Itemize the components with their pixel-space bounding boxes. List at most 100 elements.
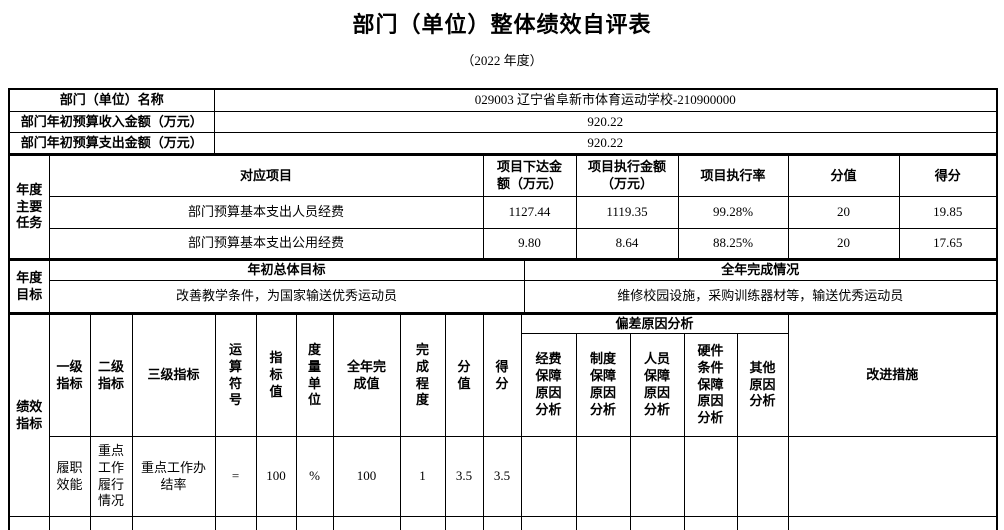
col-header-unit: 度量单位 xyxy=(295,313,334,437)
table-row: 部门年初预算支出金额（万元） 920.22 xyxy=(8,132,998,155)
col-header-target-value-text: 指标值 xyxy=(269,350,283,399)
col-header-degree-text: 完成程度 xyxy=(415,341,429,408)
col-header-allocated-text: 项目下达金额（万元） xyxy=(496,159,562,191)
col-header-executed-text: 项目执行金额（万元） xyxy=(587,159,666,191)
empty-cell xyxy=(736,516,789,530)
empty-cell xyxy=(131,516,216,530)
col-header-points-text: 分值 xyxy=(457,358,471,391)
col-header-level3: 三级指标 xyxy=(131,313,216,437)
indicators-section-label-text: 绩效指标 xyxy=(16,398,43,431)
task-score: 19.85 xyxy=(898,196,998,229)
empty-cell xyxy=(332,516,401,530)
col-header-allocated: 项目下达金额（万元） xyxy=(482,154,577,197)
col-header-points: 分值 xyxy=(444,313,484,437)
col-header-funding: 经费保障原因分析 xyxy=(520,333,577,437)
deviation-group-header: 偏差原因分析 xyxy=(520,313,789,334)
indicator-other-analysis xyxy=(736,436,789,517)
indicators-table: 绩效指标 一级指标 二级指标 三级指标 运算符号 指标值 度量单位 xyxy=(8,313,999,530)
indicator-degree: 1 xyxy=(399,436,446,517)
table-row: 部门年初预算收入金额（万元） 920.22 xyxy=(8,111,998,133)
task-executed: 1119.35 xyxy=(575,196,679,229)
tasks-table: 年度主要任务 对应项目 项目下达金额（万元） 项目执行金额（万元） 项目执行率 … xyxy=(8,154,998,260)
indicator-row: 履职效能 重点工作履行情况 重点工作办结率 = 100 % 100 1 3.5 … xyxy=(9,436,998,517)
budget-outcome-value: 920.22 xyxy=(213,132,998,155)
col-header-points: 分值 xyxy=(787,154,900,197)
empty-cell xyxy=(444,516,484,530)
col-header-project: 对应项目 xyxy=(48,154,484,197)
indicator-hardware-analysis xyxy=(683,436,738,517)
page-title: 部门（单位）整体绩效自评表 xyxy=(352,12,652,37)
col-header-annual-value-text: 全年完成值 xyxy=(346,358,386,391)
task-score: 17.65 xyxy=(898,228,998,260)
col-header-completion: 全年完成情况 xyxy=(523,259,998,281)
indicator-level2-text: 重点工作履行情况 xyxy=(97,442,124,509)
budget-outcome-label: 部门年初预算支出金额（万元） xyxy=(8,132,215,155)
col-header-operator-text: 运算符号 xyxy=(228,341,242,408)
col-header-executed: 项目执行金额（万元） xyxy=(575,154,679,197)
col-header-funding-text: 经费保障原因分析 xyxy=(535,351,562,417)
col-header-staff: 人员保障原因分析 xyxy=(629,333,685,437)
empty-cell xyxy=(255,516,297,530)
col-header-score-text: 得分 xyxy=(495,358,509,391)
task-project: 部门预算基本支出公用经费 xyxy=(48,228,484,260)
task-rate: 88.25% xyxy=(677,228,789,260)
evaluation-table: 部门（单位）名称 029003 辽宁省阜新市体育运动学校-210900000 部… xyxy=(8,88,999,530)
budget-income-value: 920.22 xyxy=(213,111,998,133)
indicator-score: 3.5 xyxy=(482,436,522,517)
indicator-staff-analysis xyxy=(629,436,685,517)
tasks-section-label: 年度主要任务 xyxy=(8,154,50,260)
task-allocated: 1127.44 xyxy=(482,196,577,229)
indicator-level2: 重点工作履行情况 xyxy=(89,436,133,517)
empty-cell xyxy=(8,516,50,530)
page-subtitle: （2022 年度） xyxy=(461,53,543,68)
table-row: 改善教学条件，为国家输送优秀运动员 维修校园设施，采购训练器材等，输送优秀运动员 xyxy=(9,280,998,314)
empty-cell xyxy=(48,516,91,530)
empty-cell xyxy=(683,516,738,530)
empty-cell xyxy=(399,516,446,530)
empty-cell xyxy=(482,516,522,530)
indicator-level1: 履职效能 xyxy=(48,436,91,517)
task-row: 部门预算基本支出人员经费 1127.44 1119.35 99.28% 20 1… xyxy=(9,196,998,229)
table-row: 部门（单位）名称 029003 辽宁省阜新市体育运动学校-210900000 xyxy=(8,88,998,112)
empty-cell xyxy=(89,516,133,530)
indicator-points: 3.5 xyxy=(444,436,484,517)
table-row: 绩效指标 一级指标 二级指标 三级指标 运算符号 指标值 度量单位 xyxy=(8,313,998,517)
indicator-row-cutoff xyxy=(8,516,998,530)
col-header-operator: 运算符号 xyxy=(214,313,257,437)
initial-goal-value: 改善教学条件，为国家输送优秀运动员 xyxy=(48,280,525,314)
goals-section-label: 年度目标 xyxy=(8,259,50,314)
indicators-section-label: 绩效指标 xyxy=(8,313,50,517)
col-header-target-value: 指标值 xyxy=(255,313,297,437)
dept-name-value: 029003 辽宁省阜新市体育运动学校-210900000 xyxy=(213,88,998,112)
indicator-level3-text: 重点工作办结率 xyxy=(140,459,206,492)
info-table: 部门（单位）名称 029003 辽宁省阜新市体育运动学校-210900000 部… xyxy=(8,88,998,155)
indicator-level3: 重点工作办结率 xyxy=(131,436,216,517)
tasks-section-label-text: 年度主要任务 xyxy=(16,181,43,231)
col-header-system: 制度保障原因分析 xyxy=(575,333,631,437)
empty-cell xyxy=(214,516,257,530)
completion-value: 维修校园设施，采购训练器材等，输送优秀运动员 xyxy=(523,280,998,314)
col-header-hardware: 硬件条件保障原因分析 xyxy=(683,333,738,437)
task-project: 部门预算基本支出人员经费 xyxy=(48,196,484,229)
col-header-staff-text: 人员保障原因分析 xyxy=(643,351,670,417)
goals-section-label-text: 年度目标 xyxy=(16,269,43,302)
table-row: 年度目标 年初总体目标 全年完成情况 xyxy=(8,259,998,314)
col-header-level1-text: 一级指标 xyxy=(56,358,83,391)
empty-cell xyxy=(787,516,998,530)
col-header-other-text: 其他原因分析 xyxy=(749,359,776,409)
col-header-score: 得分 xyxy=(898,154,998,197)
col-header-rate: 项目执行率 xyxy=(677,154,789,197)
indicator-level1-text: 履职效能 xyxy=(56,459,83,492)
task-executed: 8.64 xyxy=(575,228,679,260)
task-points: 20 xyxy=(787,196,900,229)
col-header-score: 得分 xyxy=(482,313,522,437)
indicator-system-analysis xyxy=(575,436,631,517)
col-header-system-text: 制度保障原因分析 xyxy=(589,351,616,417)
col-header-level2: 二级指标 xyxy=(89,313,133,437)
indicator-target-value: 100 xyxy=(255,436,297,517)
task-points: 20 xyxy=(787,228,900,260)
empty-cell xyxy=(520,516,577,530)
col-header-initial-goal: 年初总体目标 xyxy=(48,259,525,281)
col-header-unit-text: 度量单位 xyxy=(307,341,321,408)
